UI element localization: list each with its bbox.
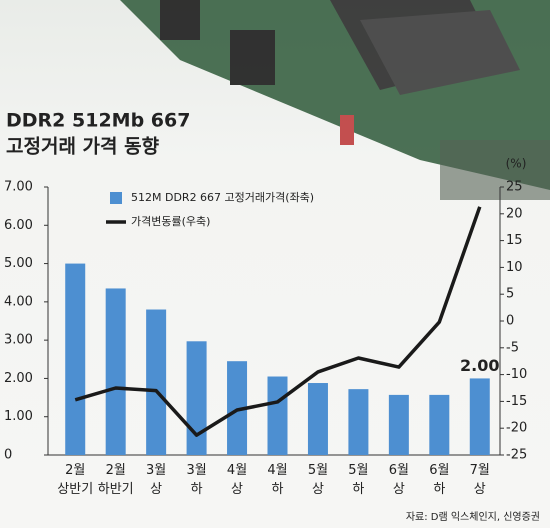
y-tick-label: 2.00 — [4, 371, 33, 386]
bar — [429, 394, 450, 455]
bar — [469, 378, 490, 455]
x-tick-label: 2월 하반기 — [98, 463, 134, 497]
y-tick-label: 7.00 — [4, 180, 33, 195]
y-tick-label: 3.00 — [4, 333, 33, 348]
y-tick-label: 6.00 — [4, 218, 33, 233]
bar — [307, 383, 328, 455]
bar — [388, 394, 409, 455]
y2-tick-label: 15 — [506, 233, 523, 248]
value-label: 2.00 — [460, 356, 499, 375]
y2-tick-label: -25 — [506, 448, 527, 463]
x-tick-label: 6월 상 — [389, 463, 409, 497]
y2-tick-label: 25 — [506, 180, 523, 195]
title-line: DDR2 512Mb 667 — [6, 110, 190, 132]
x-tick-label: 5월 상 — [308, 463, 328, 497]
y2-tick-label: 20 — [506, 206, 523, 221]
y2-tick-label: 0 — [506, 314, 514, 329]
x-tick-label: 6월 하 — [429, 463, 449, 497]
x-tick-label: 4월 하 — [267, 463, 287, 497]
bar — [348, 389, 369, 455]
y2-unit: (%) — [506, 157, 527, 171]
y-tick-label: 0 — [4, 448, 12, 463]
x-tick-label: 5월 하 — [348, 463, 368, 497]
x-tick-label: 4월 상 — [227, 463, 247, 497]
pcb-photo — [120, 0, 550, 200]
line — [74, 206, 482, 437]
legend-label: 512M DDR2 667 고정거래가격(좌축) — [131, 191, 314, 204]
title-line: 고정거래 가격 동향 — [6, 136, 160, 158]
x-tick-label: 7월 상 — [470, 463, 490, 497]
bar — [267, 376, 288, 455]
bar — [146, 309, 167, 455]
source: 자료: D램 익스체인지, 신영증권 — [406, 511, 540, 523]
legend-label: 가격변동률(우축) — [131, 215, 210, 228]
bar — [227, 361, 248, 455]
y2-tick-label: 5 — [506, 287, 514, 302]
y-tick-label: 5.00 — [4, 256, 33, 271]
y2-tick-label: -15 — [506, 394, 527, 409]
x-tick-label: 2월 상반기 — [57, 463, 93, 497]
y2-tick-label: 10 — [506, 260, 523, 275]
bar — [65, 263, 86, 455]
x-tick-label: 3월 하 — [186, 463, 206, 497]
x-tick-label: 3월 상 — [146, 463, 166, 497]
y2-tick-label: -5 — [506, 340, 519, 355]
legend-swatch — [110, 192, 122, 204]
y-tick-label: 4.00 — [4, 294, 33, 309]
y2-tick-label: -20 — [506, 421, 527, 436]
y-tick-label: 1.00 — [4, 409, 33, 424]
bar — [105, 288, 126, 455]
bar — [186, 341, 207, 455]
y2-tick-label: -10 — [506, 367, 527, 382]
